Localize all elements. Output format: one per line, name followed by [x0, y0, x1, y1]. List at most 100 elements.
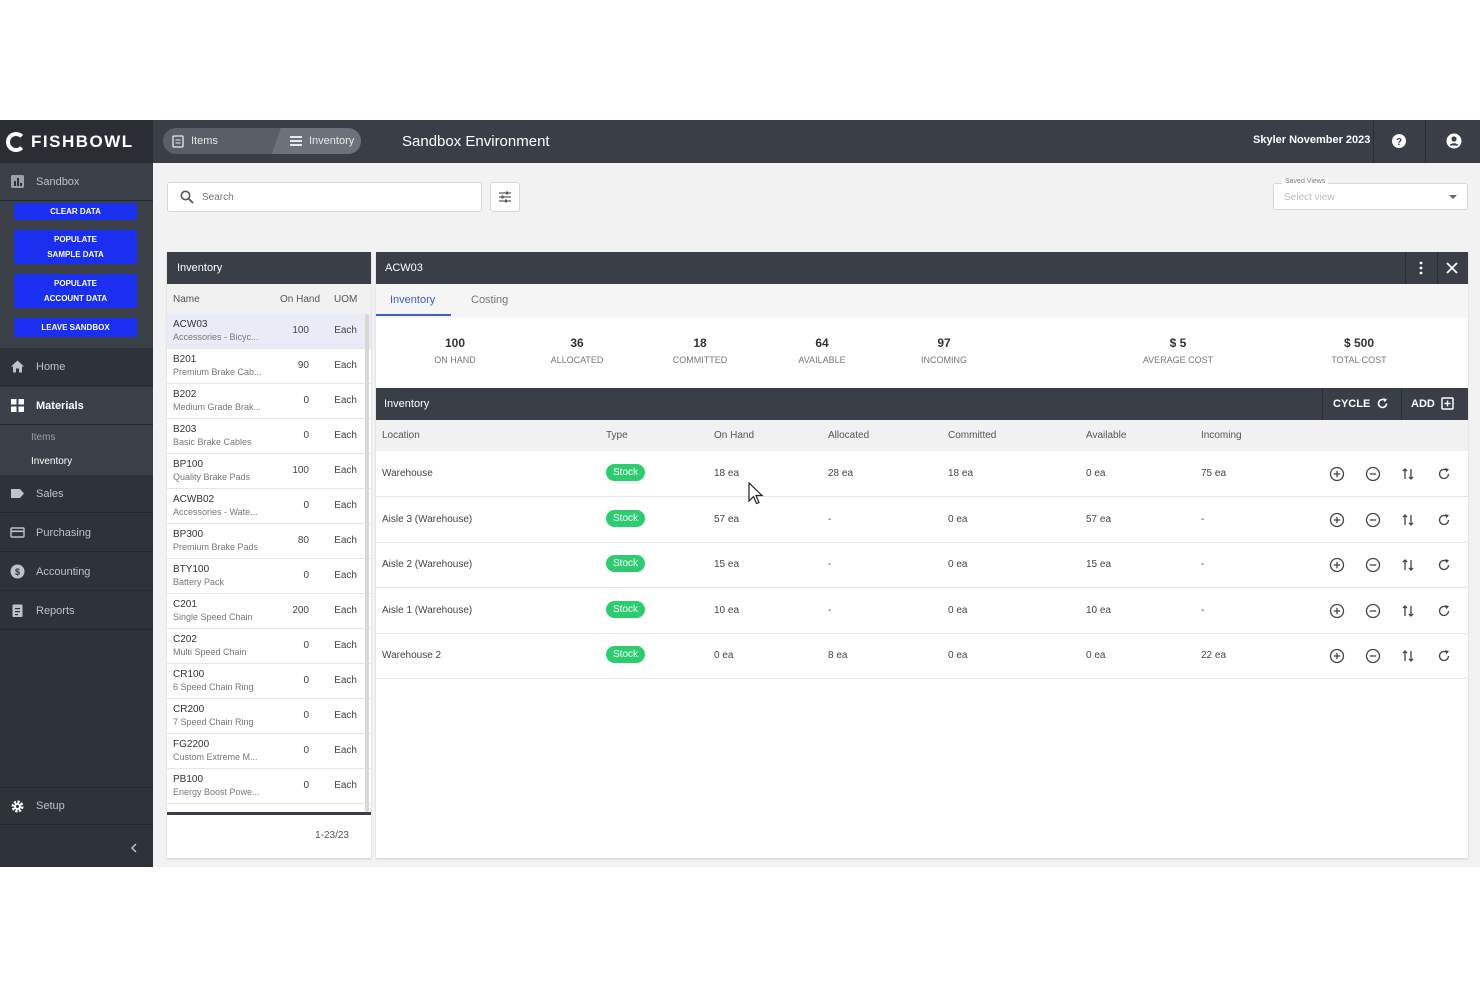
list-item[interactable]: C201 Single Speed Chain 200 Each [167, 594, 371, 629]
sidebar-subitem-inventory[interactable]: Inventory [31, 456, 73, 467]
swap-vertical-icon[interactable] [1400, 512, 1416, 528]
breadcrumb-items[interactable]: Items [163, 128, 281, 154]
detail-header: ACW03 [376, 252, 1468, 284]
search-input[interactable] [202, 191, 452, 203]
remove-circle-icon[interactable] [1365, 648, 1381, 664]
list-item[interactable]: BP300 Premium Brake Pads 80 Each [167, 524, 371, 559]
column-incoming[interactable]: Incoming [1201, 430, 1242, 441]
column-uom[interactable]: UOM [334, 293, 358, 305]
column-name[interactable]: Name [173, 293, 200, 305]
swap-vertical-icon[interactable] [1400, 603, 1416, 619]
column-allocated[interactable]: Allocated [828, 430, 870, 441]
incoming-cell: - [1201, 604, 1205, 616]
table-row[interactable]: Warehouse 2 Stock 0 ea 8 ea 0 ea 0 ea 22 ea [376, 633, 1468, 680]
table-row[interactable]: Warehouse Stock 18 ea 28 ea 18 ea 0 ea 75 ea [376, 451, 1468, 497]
logo[interactable]: FISHBOWL [0, 120, 153, 163]
add-circle-icon[interactable] [1329, 557, 1345, 573]
item-description: Energy Boost Powe... [173, 787, 260, 797]
column-type[interactable]: Type [606, 430, 628, 441]
committed-cell: 0 ea [948, 513, 968, 525]
list-item[interactable]: ACWB02 Accessories - Wate... 0 Each [167, 489, 371, 524]
refresh-icon [1378, 398, 1388, 409]
clear-data-button[interactable]: CLEAR DATA [14, 203, 137, 220]
user-name[interactable]: Skyler November 2023 [1253, 134, 1371, 146]
table-row[interactable]: Aisle 1 (Warehouse) Stock 10 ea - 0 ea 10 ea - [376, 588, 1468, 634]
remove-circle-icon[interactable] [1365, 512, 1381, 528]
column-location[interactable]: Location [382, 430, 420, 441]
account-icon[interactable] [1446, 133, 1462, 149]
table-row[interactable]: Aisle 2 (Warehouse) Stock 15 ea - 0 ea 15 ea - [376, 542, 1468, 589]
add-circle-icon[interactable] [1329, 648, 1345, 664]
cycle-count-icon[interactable] [1436, 466, 1452, 482]
cycle-button[interactable]: CYCLE [1333, 397, 1389, 410]
stat-block: $ 5 AVERAGE COST [1118, 336, 1238, 365]
list-item[interactable]: B201 Premium Brake Cab... 90 Each [167, 349, 371, 384]
sliders-icon [499, 191, 511, 203]
status-badge: Stock [606, 464, 646, 481]
collapse-sidebar-icon[interactable] [129, 843, 139, 853]
sidebar-item-sandbox[interactable]: Sandbox [0, 163, 153, 201]
cycle-count-icon[interactable] [1436, 648, 1452, 664]
cycle-label: CYCLE [1333, 397, 1371, 410]
help-icon[interactable]: ? [1391, 133, 1407, 149]
populate-sample-data-button[interactable]: POPULATE SAMPLE DATA [14, 230, 137, 264]
more-vert-icon[interactable] [1415, 261, 1427, 275]
column-committed[interactable]: Committed [948, 430, 997, 441]
column-on-hand[interactable]: On Hand [280, 293, 321, 305]
cycle-count-icon[interactable] [1436, 512, 1452, 528]
remove-circle-icon[interactable] [1365, 557, 1381, 573]
sidebar-item-setup[interactable]: Setup [0, 787, 153, 825]
on-hand-cell: 0 ea [714, 650, 734, 662]
add-circle-icon[interactable] [1329, 512, 1345, 528]
leave-sandbox-button[interactable]: LEAVE SANDBOX [14, 318, 137, 337]
scrollbar[interactable] [365, 314, 369, 812]
add-circle-icon[interactable] [1329, 603, 1345, 619]
sidebar-subitem-items[interactable]: Items [31, 432, 56, 443]
breadcrumb-inventory[interactable]: Inventory [269, 128, 361, 154]
sidebar-item-materials[interactable]: Materials [0, 387, 153, 425]
sidebar-item-home[interactable]: Home [0, 348, 153, 386]
cycle-count-icon[interactable] [1436, 557, 1452, 573]
committed-cell: 0 ea [948, 604, 968, 616]
item-name: BTY100 [173, 564, 210, 575]
list-item[interactable]: CR200 7 Speed Chain Ring 0 Each [167, 699, 371, 734]
list-item[interactable]: FG2200 Custom Extreme M... 0 Each [167, 734, 371, 769]
table-row[interactable]: Aisle 3 (Warehouse) Stock 57 ea - 0 ea 57 ea - [376, 497, 1468, 543]
close-icon[interactable] [1446, 262, 1458, 274]
sidebar-item-sales[interactable]: Sales [0, 475, 153, 513]
column-on-hand[interactable]: On Hand [714, 430, 755, 441]
add-button[interactable]: ADD [1411, 397, 1454, 410]
search-bar[interactable] [167, 182, 482, 212]
swap-vertical-icon[interactable] [1400, 557, 1416, 573]
list-item[interactable]: BP100 Quality Brake Pads 100 Each [167, 454, 371, 489]
item-description: Battery Pack [173, 577, 225, 587]
saved-views-select[interactable]: Saved Views Select view [1273, 178, 1468, 210]
swap-vertical-icon[interactable] [1400, 648, 1416, 664]
filter-button[interactable] [490, 182, 520, 212]
list-item[interactable]: CR100 6 Speed Chain Ring 0 Each [167, 664, 371, 699]
available-cell: 0 ea [1086, 650, 1106, 662]
inventory-list-panel: Inventory Name On Hand UOM ACW03 Accessor… [167, 252, 371, 858]
sidebar-item-accounting[interactable]: $ Accounting [0, 553, 153, 591]
list-item[interactable]: B203 Basic Brake Cables 0 Each [167, 419, 371, 454]
divider [1437, 252, 1438, 284]
swap-vertical-icon[interactable] [1400, 466, 1416, 482]
tab-costing[interactable]: Costing [471, 294, 509, 306]
item-name: CR200 [173, 704, 205, 715]
column-available[interactable]: Available [1086, 430, 1127, 441]
remove-circle-icon[interactable] [1365, 466, 1381, 482]
remove-circle-icon[interactable] [1365, 603, 1381, 619]
list-item[interactable]: B202 Medium Grade Brak... 0 Each [167, 384, 371, 419]
populate-account-data-button[interactable]: POPULATE ACCOUNT DATA [14, 274, 137, 308]
list-item[interactable]: PB100 Energy Boost Powe... 0 Each [167, 769, 371, 804]
list-item[interactable]: C202 Multi Speed Chain 0 Each [167, 629, 371, 664]
list-item[interactable]: ACW03 Accessories - Bicyc... 100 Each [167, 314, 371, 349]
cycle-count-icon[interactable] [1436, 603, 1452, 619]
sidebar-item-purchasing[interactable]: Purchasing [0, 514, 153, 552]
add-circle-icon[interactable] [1329, 466, 1345, 482]
location-cell: Warehouse 2 [382, 650, 442, 662]
tab-inventory[interactable]: Inventory [390, 294, 436, 306]
pagination-count: 1-23/23 [315, 830, 349, 841]
sidebar-item-reports[interactable]: Reports [0, 592, 153, 630]
list-item[interactable]: BTY100 Battery Pack 0 Each [167, 559, 371, 594]
